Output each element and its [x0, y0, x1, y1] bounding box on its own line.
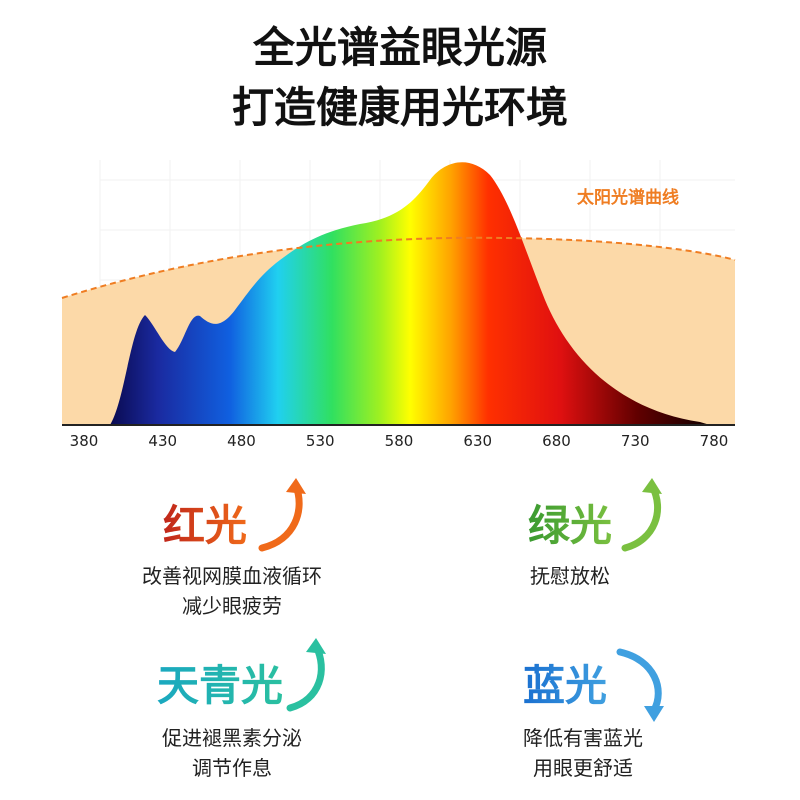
card-title: 天青光 — [157, 661, 283, 710]
x-tick-label: 680 — [542, 432, 571, 450]
x-tick-label: 630 — [463, 432, 492, 450]
card-green: 绿光 抚慰放松 — [528, 478, 662, 588]
card-title: 绿光 — [528, 501, 612, 550]
card-title: 蓝光 — [523, 661, 607, 710]
arrow-head — [306, 638, 326, 654]
card-text: 促进褪黑素分泌 — [162, 726, 302, 750]
x-tick-label: 530 — [306, 432, 335, 450]
spectrum-area — [110, 162, 710, 425]
sun-curve — [61, 236, 736, 299]
card-red: 红光 改善视网膜血液循环 减少眼疲劳 — [142, 478, 322, 618]
x-tick-label: 730 — [621, 432, 650, 450]
sun-label: 太阳光谱曲线 — [577, 187, 679, 208]
x-tick-label: 430 — [148, 432, 177, 450]
card-text: 改善视网膜血液循环 — [142, 564, 322, 588]
title-line: 打造健康用光环境 — [232, 83, 568, 132]
arrow — [286, 642, 325, 712]
card-text: 抚慰放松 — [530, 564, 610, 588]
arrow-head — [286, 478, 306, 494]
arrow-head — [644, 706, 664, 722]
card-cyan: 天青光 促进褪黑素分泌 调节作息 — [157, 638, 326, 780]
card-title: 红光 — [163, 501, 247, 550]
arrow-head — [642, 478, 662, 494]
card-text: 降低有害蓝光 — [523, 726, 643, 750]
x-tick-label: 380 — [70, 432, 99, 450]
card-text: 减少眼疲劳 — [182, 594, 282, 618]
arrow — [258, 482, 303, 552]
card-blue: 蓝光 降低有害蓝光 用眼更舒适 — [523, 648, 664, 780]
arrow — [616, 648, 662, 714]
title-line: 全光谱益眼光源 — [252, 23, 547, 72]
x-tick-label: 580 — [385, 432, 414, 450]
x-tick-label: 780 — [700, 432, 729, 450]
arrow — [621, 482, 662, 552]
spectrum-chart: 太阳光谱曲线 380 430 480 530 580 630 680 730 780 — [61, 160, 736, 450]
card-text: 调节作息 — [192, 756, 272, 780]
card-text: 用眼更舒适 — [533, 756, 633, 780]
x-ticks: 380 430 480 530 580 630 680 730 780 — [70, 432, 729, 450]
x-tick-label: 480 — [227, 432, 256, 450]
